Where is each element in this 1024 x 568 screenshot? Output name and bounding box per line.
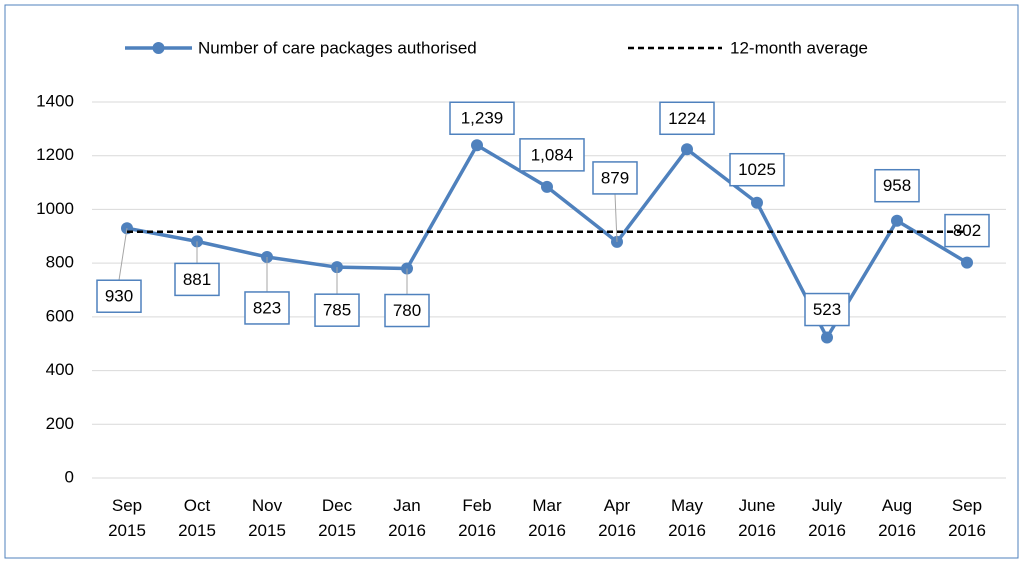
point — [471, 139, 483, 152]
data-label: 780 — [393, 301, 421, 320]
y-tick-label: 1400 — [36, 91, 74, 110]
x-tick-label: Mar 2016 — [528, 496, 566, 540]
point — [821, 331, 833, 344]
data-label: 1224 — [668, 109, 706, 128]
data-label: 802 — [953, 221, 981, 240]
data-label: 523 — [813, 300, 841, 319]
data-label: 879 — [601, 168, 629, 187]
legend-label: Number of care packages authorised — [198, 38, 477, 57]
data-label-box — [874, 168, 920, 203]
x-tick-label: Dec 2015 — [318, 496, 356, 540]
x-tick-label: Feb 2016 — [458, 496, 496, 540]
y-tick-label: 1000 — [36, 199, 74, 218]
data-label: 930 — [105, 287, 133, 306]
x-tick-label: July 2016 — [808, 496, 846, 540]
x-tick-label: May 2016 — [668, 496, 706, 540]
point — [681, 143, 693, 156]
data-label-box — [174, 262, 220, 297]
data-label-box — [314, 293, 360, 327]
data-label: 1,239 — [461, 109, 504, 128]
data-label: 1,084 — [531, 145, 574, 164]
y-tick-label: 400 — [46, 360, 74, 379]
x-tick-label: Aug 2016 — [878, 496, 916, 540]
point — [891, 214, 903, 227]
point — [961, 256, 973, 269]
y-tick-label: 600 — [46, 306, 74, 325]
data-label-box — [804, 292, 850, 327]
data-label-box — [592, 161, 638, 195]
x-tick-label: Jan 2016 — [388, 496, 426, 540]
data-label-box — [449, 101, 515, 135]
data-label: 823 — [253, 298, 281, 317]
data-label: 958 — [883, 176, 911, 195]
x-tick-label: Sep 2016 — [948, 496, 986, 540]
leader-line — [614, 193, 618, 242]
data-label-box — [244, 291, 290, 325]
point — [751, 196, 763, 209]
data-label: 881 — [183, 270, 211, 289]
x-tick-label: June 2016 — [738, 496, 776, 540]
y-tick-label: 200 — [46, 414, 74, 433]
data-label-box — [96, 279, 142, 313]
point — [541, 180, 553, 193]
x-tick-label: Nov 2015 — [248, 496, 286, 540]
data-label: 1025 — [738, 160, 776, 179]
chart-border — [4, 4, 1019, 559]
y-tick-label: 1200 — [36, 145, 74, 164]
data-label-box — [384, 293, 430, 328]
data-label-box — [519, 138, 585, 172]
x-tick-label: Sep 2015 — [108, 496, 146, 540]
y-tick-label: 800 — [46, 253, 74, 272]
x-tick-label: Apr 2016 — [598, 496, 636, 540]
data-label-box — [944, 213, 990, 248]
data-label-box — [659, 101, 715, 136]
x-tick-label: Oct 2015 — [178, 496, 216, 540]
data-label: 785 — [323, 301, 351, 320]
legend-label: 12-month average — [730, 38, 868, 57]
legend-marker — [152, 42, 165, 54]
leader-line — [118, 228, 128, 281]
data-label-box — [729, 152, 785, 187]
y-tick-label: 0 — [65, 467, 74, 486]
